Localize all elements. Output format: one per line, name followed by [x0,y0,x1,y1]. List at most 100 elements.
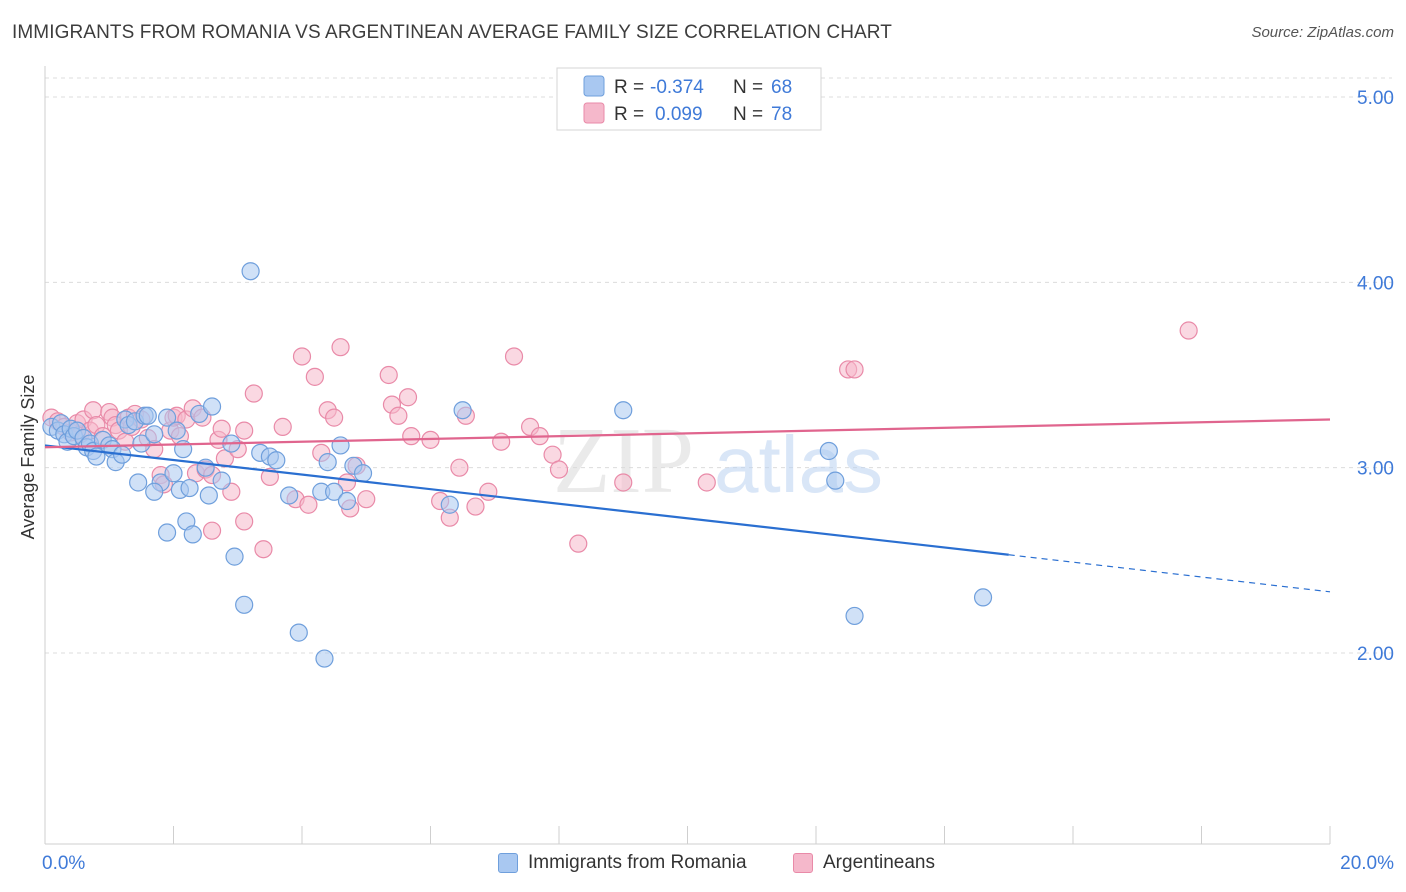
argentineans-point [389,406,408,425]
romania-point [241,262,260,281]
argentineans-point [235,421,254,440]
y-tick-label: 5.00 [1357,88,1394,109]
y-tick-label: 2.00 [1357,644,1394,665]
gridlines [45,77,1392,654]
legend-swatch-romania [498,853,518,873]
legend-swatch-pink [583,102,605,124]
argentineans-point [569,534,588,553]
legend-swatch-blue [583,75,605,97]
romania-point [138,406,157,425]
argentineans-point [331,338,350,357]
romania-point [331,436,350,455]
argentineans-point [273,417,292,436]
watermark-zip: ZIP [553,409,694,513]
legend-item-argentineans[interactable]: Argentineans [793,852,935,874]
romania-point [145,425,164,444]
argentineans-point [450,458,469,477]
legend-n-value-1: 68 [771,77,792,98]
y-axis-label: Average Family Size [18,375,38,540]
argentineans-point [235,512,254,531]
romania-point [225,547,244,566]
romania-point [157,523,177,542]
argentineans-point [84,401,103,420]
romania-trend-extension [1008,554,1331,593]
legend-r-label-1: R = [614,77,644,98]
romania-point [202,397,222,416]
argentineans-point [244,384,263,403]
legend-r-value-2: 0.099 [655,104,703,125]
romania-point [183,525,202,544]
romania-point [280,486,299,505]
romania-point [325,482,344,501]
argentineans-point [325,408,344,427]
romania-point [235,595,254,614]
romania-points [42,262,993,668]
romania-point [973,588,993,607]
romania-point [180,478,199,498]
romania-trend-line [44,444,1009,556]
romania-point [826,471,845,490]
argentineans-point [492,432,511,451]
argentineans-point [697,473,716,492]
romania-point [353,464,373,483]
legend-r-value-1: -0.374 [650,77,704,98]
legend-label-romania: Immigrants from Romania [528,852,747,873]
romania-point [145,482,164,501]
argentineans-point [466,497,485,516]
argentineans-point [402,427,421,446]
romania-point [453,401,472,420]
argentineans-point [292,347,312,366]
romania-point [132,434,151,453]
argentineans-point [357,490,376,509]
romania-point [129,473,148,492]
argentineans-point [202,521,222,540]
romania-point [819,441,838,461]
romania-point [440,495,459,514]
legend-item-romania[interactable]: Immigrants from Romania [498,852,747,874]
x-tick-label-left: 0.0% [42,853,85,874]
source-label: Source: ZipAtlas.com [1251,24,1394,41]
argentineans-point [379,365,398,385]
argentineans-point [260,467,279,487]
legend-r-label-2: R = [614,104,644,125]
romania-point [337,491,357,511]
romania-point [196,458,215,477]
romania-point [164,464,183,483]
romania-point [845,606,864,626]
argentineans-point [1179,321,1198,340]
legend-n-label-1: N = [733,77,763,98]
argentineans-point [305,367,324,386]
x-tick-label-right: 20.0% [1340,853,1394,874]
argentineans-point [549,460,569,479]
y-tick-label: 3.00 [1357,459,1394,480]
argentineans-trend-line [44,418,1331,449]
legend-n-label-2: N = [733,104,763,125]
argentineans-point [504,347,524,366]
romania-point [315,649,334,668]
argentineans-point [614,473,633,492]
argentineans-point [398,388,418,407]
argentineans-point [845,360,864,379]
legend-n-value-2: 78 [771,104,792,125]
argentineans-point [479,482,498,501]
legend-label-argentineans: Argentineans [823,852,935,873]
watermark-atlas: atlas [714,420,883,509]
romania-point [212,471,231,490]
axes [44,66,1331,845]
romania-point [267,451,286,470]
y-tick-label: 4.00 [1357,273,1394,294]
legend-swatch-argentineans [793,853,813,873]
romania-point [318,453,337,472]
zipatlas-watermark: ZIP atlas [553,409,883,513]
trend-lines [44,418,1331,593]
correlation-legend: R = -0.374 N = 68 R = 0.099 N = 78 [556,67,822,131]
axis-labels: 2.00 3.00 4.00 5.00 0.0% 20.0% Average Family … [18,88,1394,874]
romania-point [167,421,186,440]
romania-point [157,408,177,427]
romania-point [199,486,218,505]
argentineans-point [254,540,273,559]
chart-title: IMMIGRANTS FROM ROMANIA VS ARGENTINEAN A… [12,22,892,43]
romania-point [614,401,633,420]
argentineans-point [212,419,231,438]
